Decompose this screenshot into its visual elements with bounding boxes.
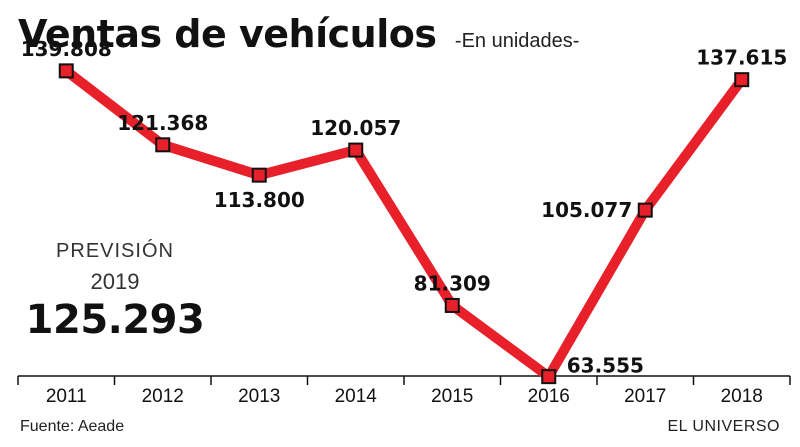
title-row: Ventas de vehículos -En unidades- bbox=[18, 12, 579, 56]
series-line bbox=[61, 65, 747, 382]
source-note: Fuente: Aeade bbox=[20, 418, 125, 435]
data-point-marker bbox=[58, 63, 74, 79]
data-label: 105.077 bbox=[541, 198, 632, 222]
data-label: 81.309 bbox=[414, 271, 491, 295]
data-label: 113.800 bbox=[214, 188, 305, 212]
data-point-marker bbox=[444, 297, 460, 313]
data-point-marker bbox=[734, 72, 750, 88]
x-tick-label: 2016 bbox=[528, 386, 570, 407]
data-label-group: 139.808 121.368 113.800 120.057 81.309 63.555… bbox=[21, 37, 788, 378]
x-tick-label: 2017 bbox=[624, 386, 666, 407]
data-label: 121.368 bbox=[117, 111, 208, 135]
marker-group bbox=[58, 63, 750, 385]
forecast-year: 2019 bbox=[90, 269, 140, 294]
series-line-group bbox=[61, 65, 747, 382]
forecast-label: PREVISIÓN bbox=[56, 240, 174, 262]
data-label: 120.057 bbox=[310, 116, 401, 140]
chart-subtitle: -En unidades- bbox=[454, 30, 580, 52]
data-point-marker bbox=[541, 369, 557, 385]
x-axis: 2011 2012 2013 2014 2015 2016 2017 2018 bbox=[17, 375, 791, 407]
x-tick-label: 2018 bbox=[721, 386, 763, 407]
forecast-box: PREVISIÓN 2019 125.293 bbox=[0, 240, 230, 343]
data-label: 63.555 bbox=[567, 354, 644, 378]
x-tick-label: 2013 bbox=[238, 386, 280, 407]
data-point-marker bbox=[155, 137, 171, 153]
data-point-marker bbox=[251, 167, 267, 183]
x-tick-label: 2014 bbox=[335, 386, 378, 407]
publisher-credit: EL UNIVERSO bbox=[667, 418, 780, 435]
data-label: 139.808 bbox=[21, 37, 112, 61]
forecast-value: 125.293 bbox=[25, 297, 205, 343]
x-tick-label: 2011 bbox=[46, 386, 87, 407]
data-point-marker bbox=[348, 142, 364, 158]
x-tick-label: 2012 bbox=[142, 386, 184, 407]
x-tick-label: 2015 bbox=[431, 386, 473, 407]
chart-title: Ventas de vehículos bbox=[18, 12, 437, 56]
data-label: 137.615 bbox=[696, 46, 787, 70]
data-point-marker bbox=[637, 202, 653, 218]
